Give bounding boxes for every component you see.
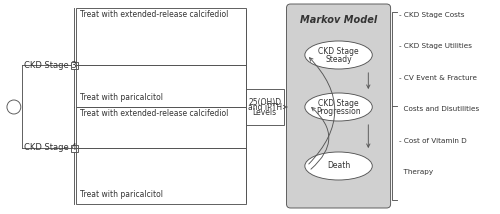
Text: Treat with extended-release calcifediol: Treat with extended-release calcifediol — [80, 109, 229, 118]
Text: - Cost of Vitamin D: - Cost of Vitamin D — [398, 138, 466, 144]
Text: and iPTH: and iPTH — [248, 103, 282, 111]
Bar — [76, 107, 246, 148]
Text: Death: Death — [327, 162, 350, 171]
Text: CKD Stage: CKD Stage — [318, 46, 359, 55]
Bar — [246, 89, 284, 125]
Bar — [76, 148, 246, 204]
Text: CKD Stage: CKD Stage — [318, 98, 359, 107]
Ellipse shape — [305, 152, 372, 180]
Text: - CV Event & Fracture: - CV Event & Fracture — [398, 75, 476, 81]
Text: Levels: Levels — [252, 107, 277, 116]
Text: Progression: Progression — [316, 107, 361, 116]
Text: - CKD Stage Costs: - CKD Stage Costs — [398, 12, 464, 18]
Bar — [71, 144, 78, 152]
Text: Treat with paricalcitol: Treat with paricalcitol — [80, 190, 164, 199]
Ellipse shape — [305, 41, 372, 69]
Text: Steady: Steady — [326, 55, 352, 64]
Text: Costs and Disutilities: Costs and Disutilities — [398, 106, 479, 112]
Text: - CKD Stage Utilities: - CKD Stage Utilities — [398, 43, 471, 49]
Text: Treat with extended-release calcifediol: Treat with extended-release calcifediol — [80, 10, 229, 19]
Text: CKD Stage 4: CKD Stage 4 — [24, 144, 76, 153]
Text: Treat with paricalcitol: Treat with paricalcitol — [80, 93, 164, 102]
Bar — [76, 8, 246, 65]
Bar — [76, 65, 246, 107]
Text: Therapy: Therapy — [398, 169, 432, 175]
Text: 25(OH)D: 25(OH)D — [248, 98, 282, 107]
Ellipse shape — [305, 93, 372, 121]
FancyBboxPatch shape — [286, 4, 391, 208]
Bar — [71, 61, 78, 68]
Text: Markov Model: Markov Model — [300, 15, 377, 25]
Text: CKD Stage 3: CKD Stage 3 — [24, 61, 76, 70]
